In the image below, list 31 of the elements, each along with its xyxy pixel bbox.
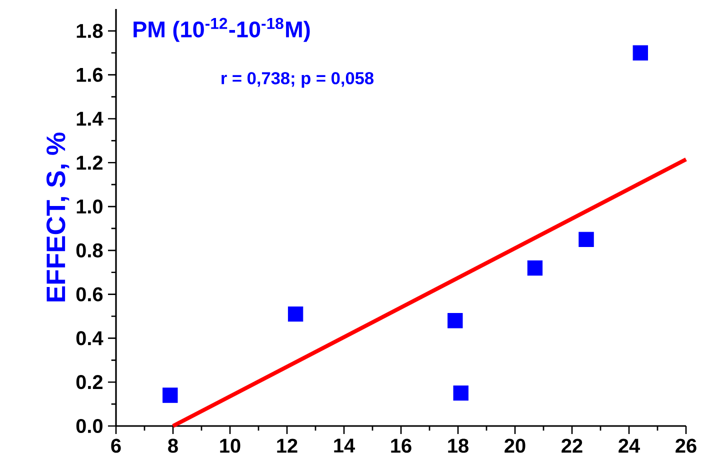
y-tick-label: 1.4 [76,112,104,126]
point [288,306,304,322]
y-tick-label: 0.4 [76,331,104,346]
x-tick-label: 22 [562,438,582,453]
y-axis-title: EFFECT, S, % [46,132,70,302]
annotation: r = 0,738; p = 0,058 [222,72,374,88]
point [162,388,178,403]
point [527,260,543,276]
x-tick-label: 24 [618,438,640,453]
point [632,45,648,60]
x-tick-label: 6 [111,438,121,453]
y-tick-label: 1.8 [76,24,103,38]
y-tick-label: 1.6 [76,68,103,82]
y-tick-label: 1.2 [76,156,102,170]
point [453,385,468,401]
x-tick-label: 8 [168,438,178,453]
y-tick-label: 0.8 [76,243,103,258]
y-tick-label: 1.0 [76,199,102,214]
x-tick-label: 20 [504,438,526,453]
x-tick-label: 16 [391,438,412,453]
y-tick-label: 0.6 [76,287,103,302]
point [578,232,594,248]
chart-title: PM (10$^{-12}$-10$^{-18}$M) [134,18,310,42]
x-tick-label: 12 [277,438,298,453]
x-tick-label: 14 [334,438,355,452]
x-tick-label: 18 [448,438,468,453]
y-tick-label: 0.0 [76,418,102,434]
point [448,313,463,328]
x-tick-label: 10 [220,438,240,453]
x-tick-label: 26 [676,438,696,453]
y-tick-label: 0.2 [76,375,102,390]
